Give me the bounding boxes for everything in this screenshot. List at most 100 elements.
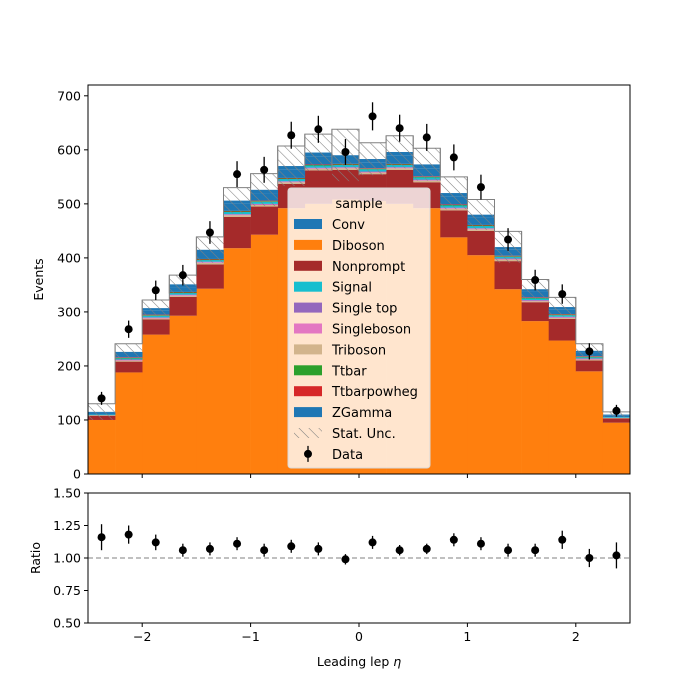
data-point-14 [476,183,485,192]
data-point-2 [151,286,160,295]
data-point-6 [260,165,269,174]
ratio-point-18 [585,554,594,562]
bar-triboson-18 [575,359,604,361]
bar-signal-19 [602,417,630,418]
legend-entry-zgamma: ZGamma [294,406,392,421]
bar-diboson-5 [223,248,251,474]
legend-swatch-stat-unc- [294,428,322,438]
bar-singleboson-5 [223,214,251,216]
main-ytick-label-6: 600 [57,142,81,157]
legend-entry-single-top: Single top [294,302,397,317]
legend-label-singleboson: Singleboson [332,323,411,338]
stat-unc-band-14 [467,199,495,230]
data-point-0 [97,394,106,403]
bar-nonprompt-14 [467,230,495,256]
bar-nonprompt-16 [521,302,549,322]
legend-entry-triboson: Triboson [294,343,386,358]
stat-unc-band-12 [413,148,441,181]
bar-single-top-3 [169,294,197,296]
bar-single-top-16 [521,300,549,301]
bar-singleboson-1 [115,360,143,361]
ratio-point-17 [558,535,567,544]
bar-nonprompt-17 [548,318,577,341]
legend-entry-nonprompt: Nonprompt [294,260,405,275]
legend-swatch-single-top [294,302,322,313]
ratio-point-16 [531,546,540,555]
legend-label-conv: Conv [332,218,365,233]
legend-swatch-ttbar [294,365,322,376]
bar-nonprompt-6 [250,206,278,235]
data-point-5 [233,170,242,179]
data-point-12 [422,133,431,142]
data-point-18 [585,347,594,356]
legend-swatch-signal [294,281,322,292]
data-point-13 [449,153,458,162]
bar-diboson-1 [115,372,143,474]
x-axis-label-symbol: η [393,654,401,669]
ratio-ytick-label-2: 1.00 [53,551,81,566]
bar-singleboson-16 [521,300,549,302]
stat-unc-band-13 [440,176,468,210]
bar-nonprompt-15 [494,261,522,290]
legend-swatch-data [304,449,312,458]
bar-triboson-2 [142,318,170,320]
stat-unc-band-1 [115,343,143,361]
bar-nonprompt-19 [602,418,630,423]
bar-nonprompt-13 [440,210,468,238]
main-y-axis-label: Events [31,258,46,300]
data-point-4 [205,228,214,237]
main-ytick-label-7: 700 [57,88,81,103]
ratio-point-11 [395,546,404,555]
bar-nonprompt-3 [169,296,197,316]
bar-singleboson-3 [169,295,197,296]
legend-label-signal: Signal [332,281,372,296]
bar-diboson-4 [196,288,224,474]
bar-diboson-6 [250,234,278,474]
bar-singleboson-2 [142,317,170,319]
bar-signal-2 [142,315,170,318]
ratio-point-6 [260,546,269,555]
bar-triboson-19 [602,417,630,419]
legend-entry-ttbar: Ttbar [294,364,367,379]
legend-swatch-nonprompt [294,260,322,271]
bar-triboson-3 [169,295,197,297]
bar-diboson-19 [602,422,630,474]
stat-unc-band-0 [88,403,116,420]
ratio-ytick-label-1: 0.75 [53,583,81,598]
legend-entry-conv: Conv [294,218,365,233]
bar-triboson-13 [440,208,468,211]
ratio-xtick-label-3: 1 [463,629,471,644]
ratio-point-5 [233,539,242,548]
bar-diboson-2 [142,334,170,474]
legend-label-ttbarpowheg: Ttbarpowheg [331,385,418,400]
bar-diboson-3 [169,315,197,474]
ratio-point-9 [341,555,350,564]
bar-single-top-2 [142,317,170,318]
legend-swatch-singleboson [294,323,322,334]
bar-signal-16 [521,298,549,301]
ratio-point-13 [449,535,458,544]
bar-nonprompt-1 [115,361,143,373]
legend-swatch-ttbarpowheg [294,386,322,397]
x-axis-label-text: Leading lep [317,654,393,669]
bar-triboson-11 [386,168,414,170]
bar-triboson-14 [467,229,495,231]
legend-entry-singleboson: Singleboson [294,323,411,338]
legend-swatch-triboson [294,344,322,355]
ratio-xtick-label-4: 2 [572,629,580,644]
main-y-ticks: 0 100 200 300 400 500 600 700 [57,88,88,482]
main-panel: 0 100 200 300 400 500 600 700 Events sample Conv… [31,84,631,482]
ratio-xtick-label-1: −1 [241,629,259,644]
bar-diboson-13 [440,237,468,474]
ratio-point-2 [151,538,160,547]
data-point-10 [368,112,377,121]
legend-title: sample [335,197,382,212]
legend-entry-ttbarpowheg: Ttbarpowheg [294,385,418,400]
bar-triboson-1 [115,360,143,362]
ratio-point-4 [205,544,214,553]
ratio-point-19 [612,551,621,560]
bar-diboson-14 [467,255,495,474]
main-ytick-label-4: 400 [57,250,81,265]
bar-nonprompt-2 [142,319,170,335]
